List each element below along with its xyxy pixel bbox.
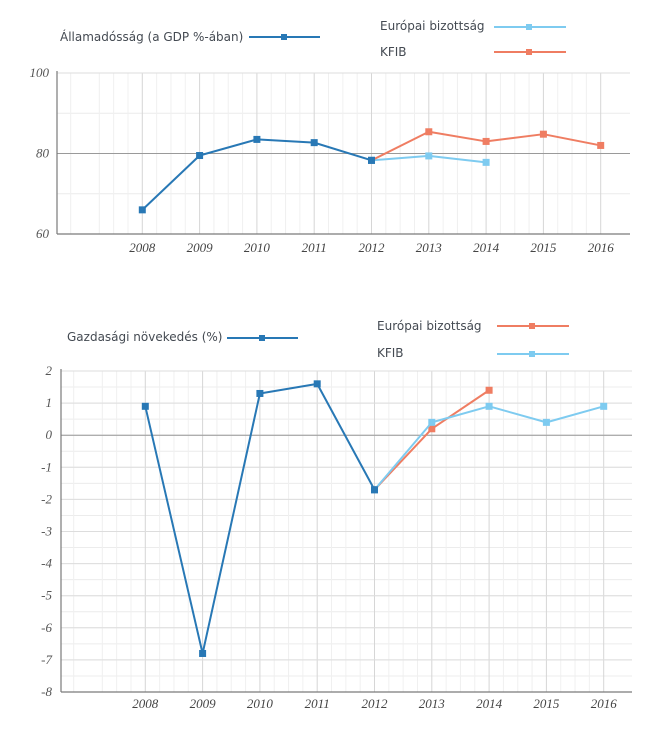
chart2-legend-marker-kfib	[529, 351, 535, 357]
chart2-legend-label-ec: Európai bizottság	[377, 319, 482, 333]
series-point	[313, 380, 321, 388]
series-point	[542, 418, 550, 426]
series-point	[482, 158, 490, 166]
chart-economic-growth: 2 1 0 -1 -2 -3 -4 -5 -6 -7 -8 2008 2009 2010 2011 2012…	[41, 319, 632, 711]
chart2-y-ticks: 2 1 0 -1 -2 -3 -4 -5 -6 -7 -8	[41, 363, 52, 699]
series-point	[425, 152, 433, 160]
chart2-legend-marker-ec	[529, 323, 535, 329]
x-tick-label: 2013	[416, 240, 443, 255]
x-tick-label: 2010	[247, 696, 274, 711]
x-tick-label: 2009	[187, 240, 214, 255]
x-tick-label: 2016	[591, 696, 618, 711]
series-point	[428, 418, 436, 426]
series-point	[485, 386, 493, 394]
series-point	[256, 389, 264, 397]
series-point	[138, 206, 146, 214]
chart1-legend: Államadósság (a GDP %-ában) Európai bizo…	[60, 19, 566, 59]
y-tick-label: -5	[41, 588, 52, 603]
chart1-grid	[56, 71, 630, 235]
chart1-legend-label-kfib: KFIB	[380, 45, 407, 59]
series-point	[310, 139, 318, 147]
chart2-legend-marker-main	[259, 335, 265, 341]
y-tick-label: -7	[41, 652, 52, 667]
chart-government-debt: 60 80 100 2008 2009 2010 2011 2012 2013 2014 2015…	[30, 19, 630, 255]
y-tick-label: 100	[30, 65, 50, 80]
x-tick-label: 2015	[530, 240, 557, 255]
x-tick-label: 2016	[588, 240, 615, 255]
series-point	[597, 141, 605, 149]
chart1-legend-marker-ec	[526, 24, 532, 30]
series-point	[539, 130, 547, 138]
x-tick-label: 2010	[244, 240, 271, 255]
y-tick-label: -1	[41, 459, 52, 474]
series-point	[482, 137, 490, 145]
chart1-legend-label-ec: Európai bizottság	[380, 19, 485, 33]
y-tick-label: 80	[36, 146, 50, 161]
chart1-y-ticks: 60 80 100	[30, 65, 50, 241]
chart1-legend-marker-kfib	[526, 49, 532, 55]
series-point	[196, 152, 204, 160]
series-point	[600, 402, 608, 410]
chart2-legend-label-kfib: KFIB	[377, 346, 404, 360]
y-tick-label: 60	[36, 226, 50, 241]
series-point	[371, 486, 378, 494]
x-tick-label: 2008	[132, 696, 159, 711]
x-tick-label: 2014	[476, 696, 503, 711]
chart2-grid	[60, 369, 632, 693]
y-tick-label: 1	[46, 395, 53, 410]
x-tick-label: 2011	[305, 696, 330, 711]
y-tick-label: -8	[41, 684, 52, 699]
x-tick-label: 2008	[129, 240, 156, 255]
y-tick-label: 0	[46, 427, 53, 442]
series-point	[141, 402, 149, 410]
x-tick-label: 2012	[359, 240, 386, 255]
x-tick-label: 2015	[533, 696, 560, 711]
x-tick-label: 2014	[473, 240, 500, 255]
chart1-legend-marker-main	[281, 34, 287, 40]
y-tick-label: 2	[46, 363, 53, 378]
series-point	[199, 649, 207, 657]
series-point	[428, 425, 436, 433]
x-tick-label: 2011	[302, 240, 327, 255]
chart1-legend-title: Államadósság (a GDP %-ában)	[60, 29, 243, 44]
chart1-series	[138, 128, 605, 214]
y-tick-label: -2	[41, 491, 52, 506]
chart2-legend-title: Gazdasági növekedés (%)	[67, 330, 222, 344]
chart2-legend: Gazdasági növekedés (%) Európai bizottsá…	[67, 319, 569, 360]
y-tick-label: -3	[41, 524, 52, 539]
y-tick-label: -4	[41, 556, 52, 571]
y-tick-label: -6	[41, 620, 52, 635]
series-point	[425, 128, 433, 136]
chart2-x-ticks: 2008 2009 2010 2011 2012 2013 2014 2015 2016	[132, 696, 617, 711]
chart1-x-ticks: 2008 2009 2010 2011 2012 2013 2014 2015 2016	[129, 240, 614, 255]
series-point	[485, 402, 493, 410]
chart2-series	[141, 380, 608, 657]
x-tick-label: 2012	[362, 696, 389, 711]
series-point	[253, 135, 261, 143]
x-tick-label: 2013	[419, 696, 446, 711]
x-tick-label: 2009	[190, 696, 217, 711]
series-point	[368, 156, 375, 164]
